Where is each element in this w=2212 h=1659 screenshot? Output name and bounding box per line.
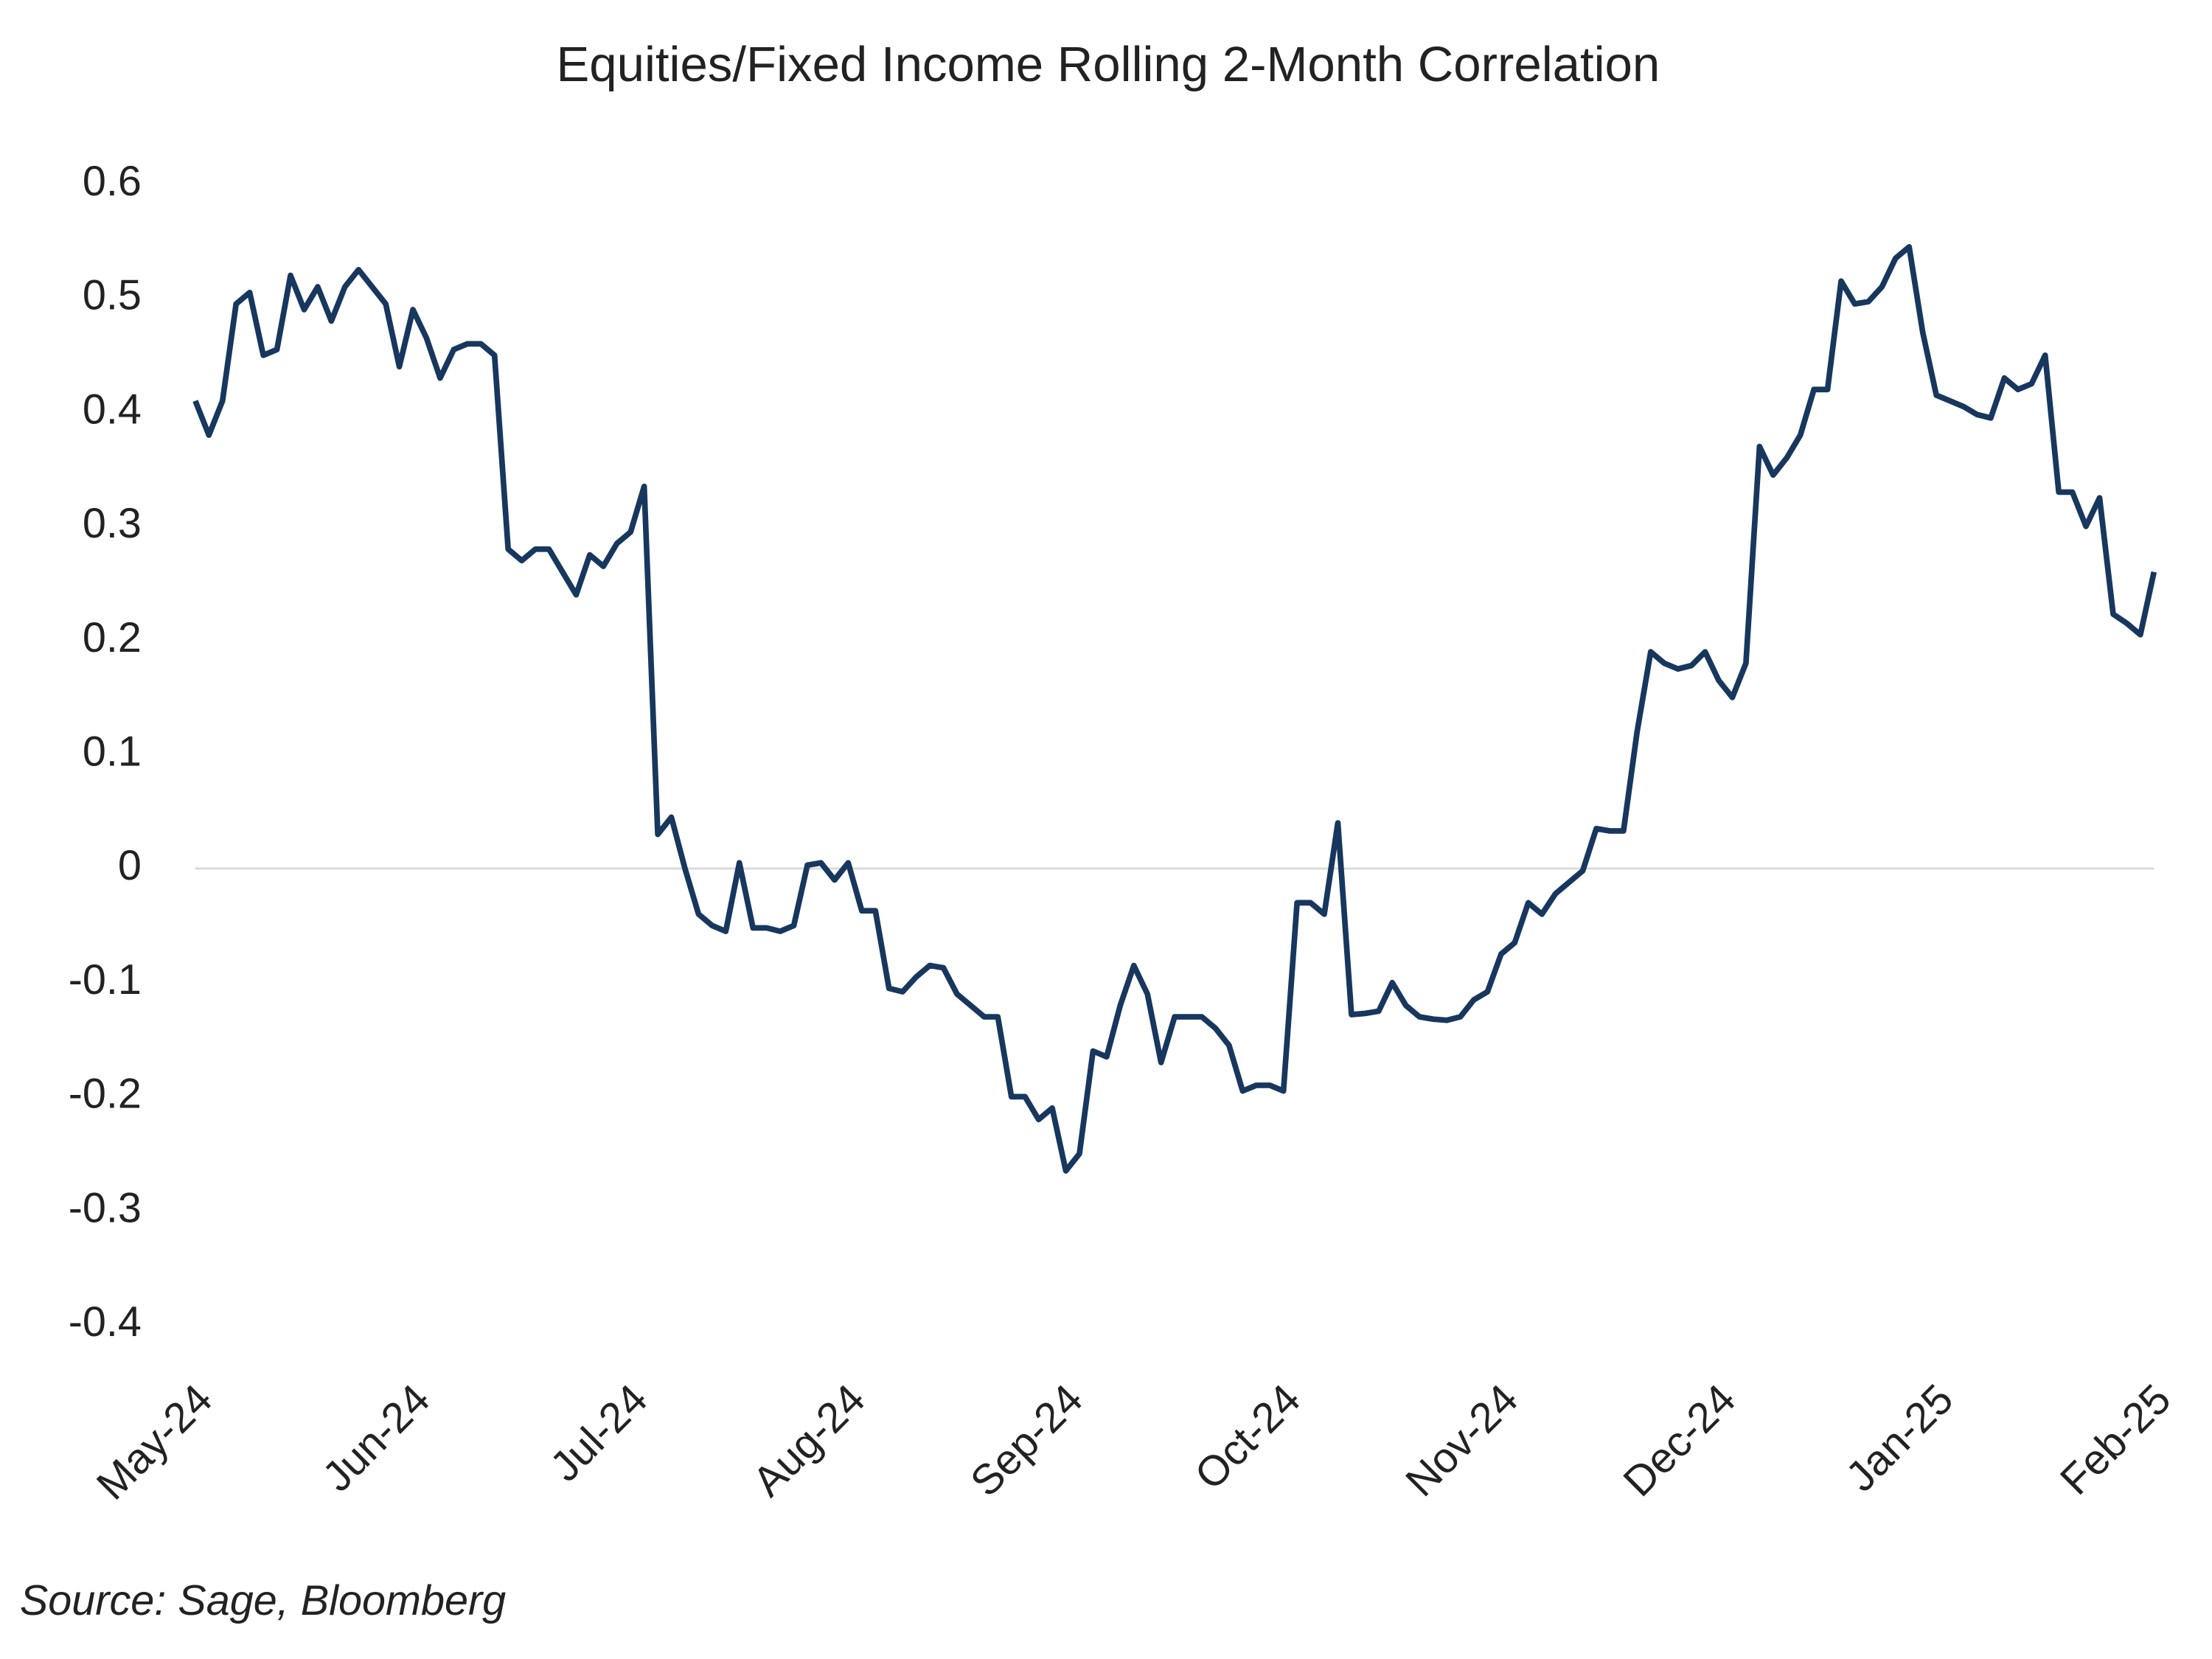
y-tick-label: 0.2 bbox=[83, 614, 142, 661]
x-tick-label: Nov-24 bbox=[1397, 1376, 1528, 1506]
x-tick-label: Oct-24 bbox=[1186, 1376, 1310, 1499]
y-tick-label: 0.4 bbox=[83, 386, 142, 433]
y-tick-label: 0.3 bbox=[83, 500, 142, 547]
x-tick-label: Aug-24 bbox=[744, 1376, 874, 1506]
source-note: Source: Sage, Bloomberg bbox=[20, 1577, 506, 1624]
y-tick-label: -0.3 bbox=[69, 1184, 142, 1231]
x-tick-label: Jan-25 bbox=[1837, 1376, 1963, 1501]
y-tick-label: 0.1 bbox=[83, 728, 142, 775]
x-tick-label: Jun-24 bbox=[314, 1376, 439, 1501]
y-tick-label: -0.2 bbox=[69, 1071, 142, 1118]
y-tick-label: 0 bbox=[118, 842, 142, 889]
y-tick-label: -0.1 bbox=[69, 956, 142, 1004]
x-tick-label: May-24 bbox=[88, 1376, 221, 1509]
chart-title: Equities/Fixed Income Rolling 2-Month Co… bbox=[556, 37, 1660, 92]
data-line bbox=[192, 244, 2157, 1174]
y-tick-label: -0.4 bbox=[69, 1298, 142, 1346]
x-tick-label: Dec-24 bbox=[1615, 1376, 1745, 1506]
x-tick-label: Feb-25 bbox=[2051, 1376, 2180, 1504]
y-tick-label: 0.5 bbox=[83, 272, 142, 319]
y-tick-label: 0.6 bbox=[83, 158, 142, 205]
x-tick-label: Sep-24 bbox=[961, 1376, 1092, 1506]
x-tick-label: Jul-24 bbox=[541, 1376, 656, 1491]
